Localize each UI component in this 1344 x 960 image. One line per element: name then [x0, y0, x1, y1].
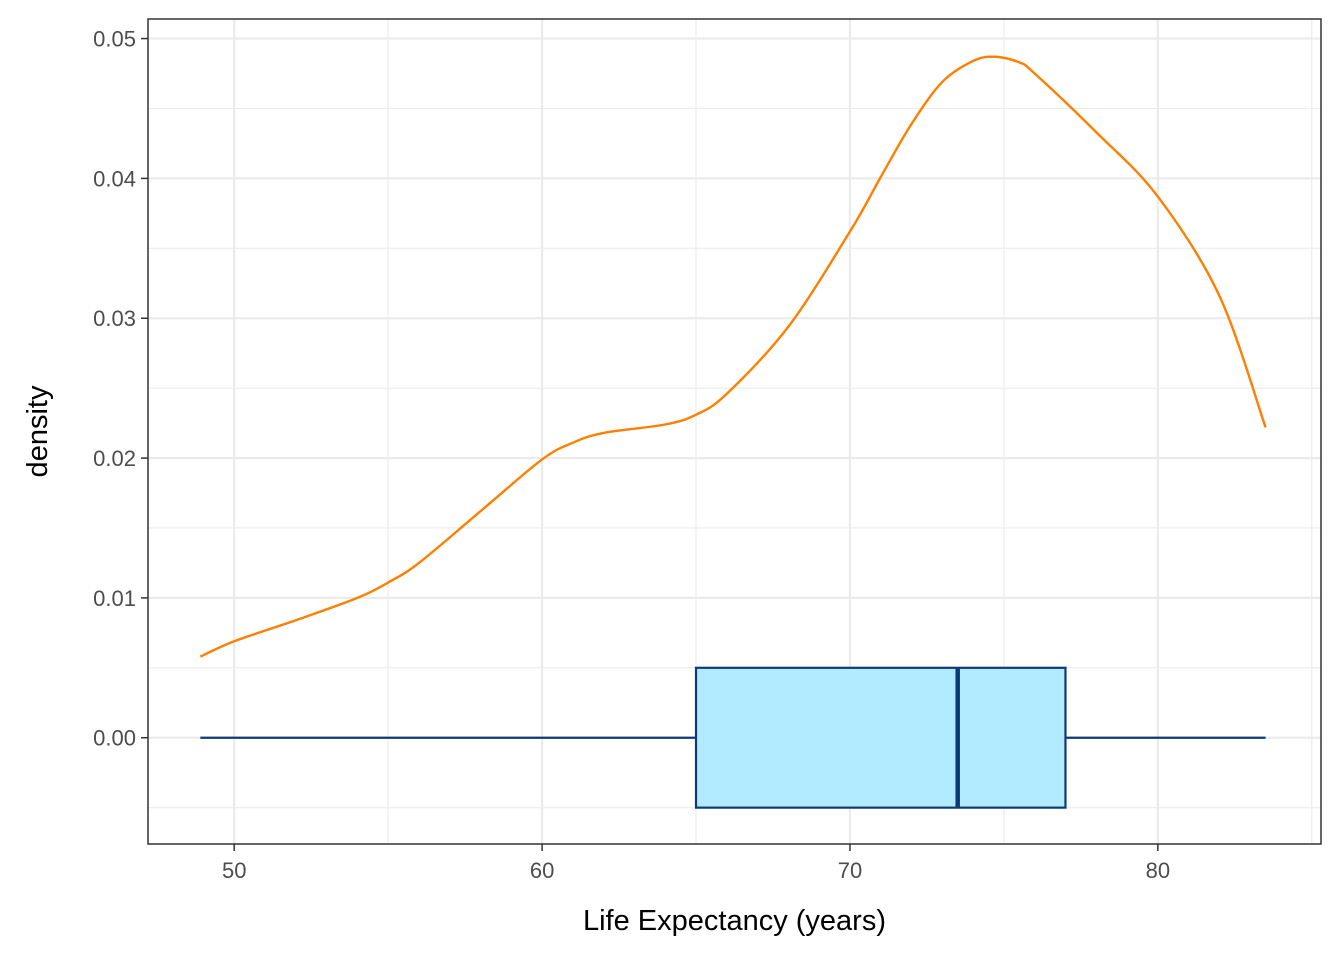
y-tick-label: 0.02: [93, 446, 136, 471]
density-curve: [199, 55, 1267, 658]
y-axis-title: density: [22, 385, 54, 477]
boxplot: [200, 666, 1266, 809]
x-axis-title: Life Expectancy (years): [583, 905, 886, 937]
density-curve-group: [199, 55, 1267, 658]
y-tick-label: 0.00: [93, 726, 136, 751]
y-tick-label: 0.04: [93, 166, 136, 191]
boxplot-box: [694, 666, 1067, 809]
grid-lines: [148, 19, 1321, 844]
x-tick-label: 60: [530, 858, 554, 883]
x-tick-label: 50: [222, 858, 246, 883]
x-tick-label: 80: [1146, 858, 1170, 883]
y-tick-label: 0.05: [93, 27, 136, 52]
plot-panel-border: [147, 18, 1322, 845]
y-tick-label: 0.01: [93, 586, 136, 611]
x-tick-label: 70: [838, 858, 862, 883]
axes: 50 60 70 80 0.00 0.01 0.02 0.03 0.04 0.05: [93, 27, 1170, 883]
y-tick-label: 0.03: [93, 306, 136, 331]
